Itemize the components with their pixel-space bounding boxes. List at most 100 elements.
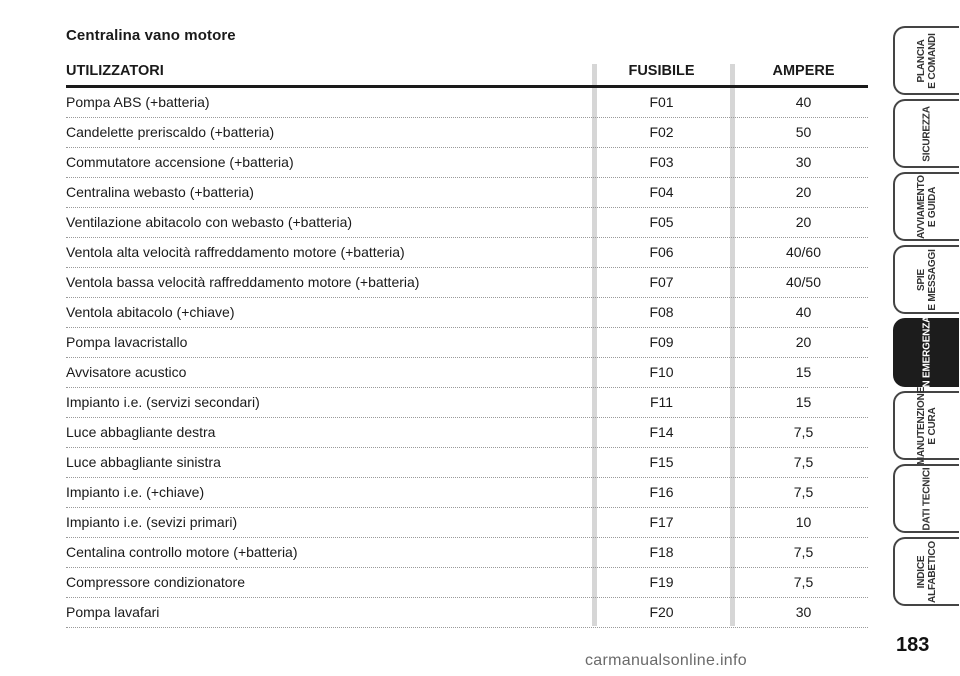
header-user: UTILIZZATORI <box>66 63 164 79</box>
row-amp: 7,5 <box>793 484 814 500</box>
table-row: Ventilazione abitacolo con webasto (+bat… <box>66 208 868 238</box>
row-fuse: F19 <box>649 574 674 590</box>
row-amp: 15 <box>795 364 812 380</box>
row-amp: 50 <box>795 124 812 140</box>
chapter-tabs: PLANCIA E COMANDI SICUREZZA AVVIAMENTO E G… <box>893 26 960 610</box>
row-fuse: F18 <box>649 544 674 560</box>
row-amp: 15 <box>795 394 812 410</box>
row-user: Pompa lavafari <box>66 604 160 620</box>
header-amp: AMPERE <box>772 63 835 79</box>
row-fuse: F01 <box>649 94 674 110</box>
table-row: Ventola abitacolo (+chiave) F08 40 <box>66 298 868 328</box>
row-fuse: F05 <box>649 214 674 230</box>
row-amp: 10 <box>795 514 812 530</box>
row-user: Impianto i.e. (+chiave) <box>66 484 205 500</box>
row-user: Ventilazione abitacolo con webasto (+bat… <box>66 214 353 230</box>
table-row: Centralina webasto (+batteria) F04 20 <box>66 178 868 208</box>
table-row: Ventola bassa velocità raffreddamento mo… <box>66 268 868 298</box>
row-amp: 20 <box>795 334 812 350</box>
table-row: Candelette preriscaldo (+batteria) F02 50 <box>66 118 868 148</box>
row-fuse: F06 <box>649 244 674 260</box>
watermark: carmanualsonline.info <box>585 652 747 669</box>
row-amp: 40/50 <box>785 274 822 290</box>
row-fuse: F04 <box>649 184 674 200</box>
row-amp: 40 <box>795 304 812 320</box>
chapter-tab[interactable]: PLANCIA E COMANDI <box>893 26 959 95</box>
row-user: Candelette preriscaldo (+batteria) <box>66 124 275 140</box>
chapter-tab-label: SPIE E MESSAGGI <box>916 248 938 311</box>
row-amp: 20 <box>795 184 812 200</box>
chapter-tab-label: PLANCIA E COMANDI <box>916 32 938 89</box>
table-row: Commutatore accensione (+batteria) F03 30 <box>66 148 868 178</box>
fuse-table: UTILIZZATORI FUSIBILE AMPERE Pompa ABS (… <box>66 55 868 628</box>
row-fuse: F10 <box>649 364 674 380</box>
row-user: Impianto i.e. (servizi secondari) <box>66 394 260 410</box>
table-row: Pompa lavacristallo F09 20 <box>66 328 868 358</box>
table-row: Impianto i.e. (servizi secondari) F11 15 <box>66 388 868 418</box>
chapter-tab[interactable]: IN EMERGENZA <box>893 315 959 390</box>
chapter-tab[interactable]: MANUTENZIONE E CURA <box>893 386 959 465</box>
row-amp: 7,5 <box>793 574 814 590</box>
row-user: Avvisatore acustico <box>66 364 187 380</box>
row-amp: 40 <box>795 94 812 110</box>
row-amp: 7,5 <box>793 454 814 470</box>
row-fuse: F16 <box>649 484 674 500</box>
row-fuse: F07 <box>649 274 674 290</box>
section-title: Centralina vano motore <box>66 27 236 44</box>
row-fuse: F17 <box>649 514 674 530</box>
row-amp: 30 <box>795 604 812 620</box>
row-user: Luce abbagliante destra <box>66 424 216 440</box>
chapter-tab-label: SICUREZZA <box>921 105 933 162</box>
table-header: UTILIZZATORI FUSIBILE AMPERE <box>66 55 868 88</box>
chapter-tab[interactable]: SPIE E MESSAGGI <box>893 245 959 314</box>
row-amp: 7,5 <box>793 544 814 560</box>
column-separator-amp <box>730 64 735 626</box>
column-separator-fuse <box>592 64 597 626</box>
table-row: Luce abbagliante sinistra F15 7,5 <box>66 448 868 478</box>
chapter-tab-label: INDICE ALFABETICO <box>916 540 938 603</box>
row-fuse: F14 <box>649 424 674 440</box>
chapter-tab[interactable]: DATI TECNICI <box>893 464 959 533</box>
row-fuse: F11 <box>649 394 674 410</box>
row-fuse: F20 <box>649 604 674 620</box>
row-user: Ventola abitacolo (+chiave) <box>66 304 235 320</box>
row-amp: 20 <box>795 214 812 230</box>
row-user: Centralina webasto (+batteria) <box>66 184 254 200</box>
page-number: 183 <box>896 634 930 656</box>
table-row: Luce abbagliante destra F14 7,5 <box>66 418 868 448</box>
row-user: Commutatore accensione (+batteria) <box>66 154 294 170</box>
chapter-tab[interactable]: AVVIAMENTO E GUIDA <box>893 172 959 241</box>
row-user: Pompa ABS (+batteria) <box>66 94 210 110</box>
row-user: Ventola alta velocità raffreddamento mot… <box>66 244 405 260</box>
row-fuse: F15 <box>649 454 674 470</box>
chapter-tab-label: DATI TECNICI <box>921 467 933 530</box>
row-user: Ventola bassa velocità raffreddamento mo… <box>66 274 420 290</box>
row-fuse: F08 <box>649 304 674 320</box>
table-row: Impianto i.e. (+chiave) F16 7,5 <box>66 478 868 508</box>
table-row: Impianto i.e. (sevizi primari) F17 10 <box>66 508 868 538</box>
chapter-tab-label: MANUTENZIONE E CURA <box>916 386 938 465</box>
row-amp: 30 <box>795 154 812 170</box>
row-fuse: F03 <box>649 154 674 170</box>
header-fuse: FUSIBILE <box>628 63 695 79</box>
table-row: Pompa ABS (+batteria) F01 40 <box>66 88 868 118</box>
table-row: Ventola alta velocità raffreddamento mot… <box>66 238 868 268</box>
row-user: Centalina controllo motore (+batteria) <box>66 544 298 560</box>
row-amp: 7,5 <box>793 424 814 440</box>
row-amp: 40/60 <box>785 244 822 260</box>
row-fuse: F09 <box>649 334 674 350</box>
row-user: Pompa lavacristallo <box>66 334 188 350</box>
row-user: Compressore condizionatore <box>66 574 245 590</box>
chapter-tab-label: AVVIAMENTO E GUIDA <box>916 174 938 239</box>
chapter-tab-label: IN EMERGENZA <box>921 315 933 390</box>
chapter-tab[interactable]: SICUREZZA <box>893 99 959 168</box>
table-row: Compressore condizionatore F19 7,5 <box>66 568 868 598</box>
row-user: Luce abbagliante sinistra <box>66 454 221 470</box>
row-fuse: F02 <box>649 124 674 140</box>
table-row: Avvisatore acustico F10 15 <box>66 358 868 388</box>
table-body: Pompa ABS (+batteria) F01 40 Candelette pre… <box>66 88 868 628</box>
row-user: Impianto i.e. (sevizi primari) <box>66 514 238 530</box>
chapter-tab[interactable]: INDICE ALFABETICO <box>893 537 959 606</box>
table-row: Pompa lavafari F20 30 <box>66 598 868 628</box>
table-row: Centalina controllo motore (+batteria) F1… <box>66 538 868 568</box>
